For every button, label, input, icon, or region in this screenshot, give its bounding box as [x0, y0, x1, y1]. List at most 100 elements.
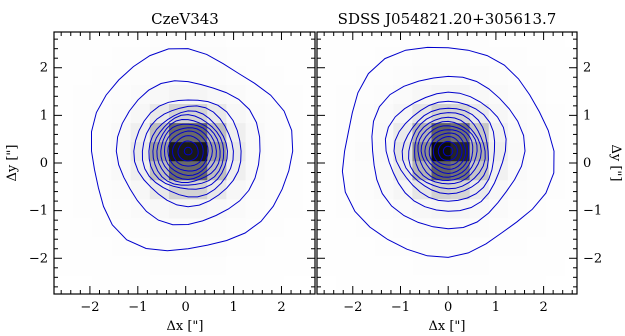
- heatmap-pixel: [207, 255, 228, 276]
- contour-line: [177, 140, 199, 162]
- heatmap-pixel: [526, 274, 547, 295]
- heatmap-pixel: [245, 65, 266, 85]
- heatmap-pixel: [264, 160, 285, 181]
- heatmap-pixel: [526, 255, 547, 276]
- x-tick-label: 1: [229, 300, 237, 315]
- y-tick-label: 1: [583, 108, 591, 123]
- heatmap-pixel: [431, 46, 452, 66]
- heatmap-pixel: [450, 198, 471, 219]
- heatmap-pixel: [469, 198, 490, 219]
- heatmap-pixel: [226, 65, 247, 85]
- heatmap-pixel: [393, 122, 414, 143]
- y-tick-label: −1: [583, 204, 602, 219]
- heatmap-pixel: [111, 198, 132, 219]
- left-x-axis-label: Δx ["]: [167, 319, 204, 334]
- heatmap-pixel: [149, 274, 170, 295]
- heatmap-pixel: [355, 65, 375, 85]
- heatmap-pixel: [149, 32, 170, 47]
- heatmap-pixel: [283, 236, 304, 257]
- heatmap-pixel: [565, 236, 578, 257]
- heatmap-pixel: [264, 84, 285, 105]
- heatmap-pixel: [336, 141, 356, 162]
- heatmap-pixel: [73, 160, 93, 181]
- heatmap-pixel: [431, 236, 452, 257]
- heatmap-pixel: [507, 46, 528, 66]
- heatmap-pixel: [130, 65, 151, 85]
- heatmap-pixel: [207, 46, 228, 66]
- heatmap-pixel: [355, 236, 375, 257]
- heatmap-pixel: [374, 217, 394, 238]
- heatmap-pixel: [73, 198, 93, 219]
- heatmap-pixel: [545, 179, 566, 200]
- heatmap-pixel: [374, 274, 394, 295]
- heatmap-pixel: [73, 32, 93, 47]
- y-tick-label: 1: [40, 108, 48, 123]
- heatmap-pixel: [303, 198, 316, 219]
- heatmap-pixel: [431, 274, 452, 295]
- heatmap-pixel: [92, 103, 113, 124]
- heatmap-pixel: [303, 46, 316, 66]
- heatmap-pixel: [488, 255, 509, 276]
- heatmap-pixel: [507, 236, 528, 257]
- contour-line: [437, 140, 458, 161]
- heatmap-pixel: [317, 236, 337, 257]
- contour-line: [432, 135, 463, 166]
- heatmap-pixel: [111, 65, 132, 85]
- heatmap-pixel: [526, 65, 547, 85]
- heatmap-pixel: [526, 122, 547, 143]
- heatmap-pixel: [303, 255, 316, 276]
- heatmap-pixel: [264, 198, 285, 219]
- heatmap-pixel: [317, 46, 337, 66]
- heatmap-pixel: [545, 65, 566, 85]
- heatmap-pixel: [336, 122, 356, 143]
- heatmap-pixel: [526, 236, 547, 257]
- heatmap-pixel: [207, 198, 228, 219]
- right-contours: [341, 46, 555, 258]
- contour-line: [141, 105, 234, 198]
- heatmap-pixel: [264, 46, 285, 66]
- heatmap-pixel: [374, 255, 394, 276]
- heatmap-pixel: [507, 32, 528, 47]
- heatmap-pixel: [412, 217, 433, 238]
- heatmap-pixel: [54, 46, 74, 66]
- heatmap-pixel: [283, 274, 304, 295]
- heatmap-pixel: [168, 65, 189, 85]
- heatmap-pixel: [488, 179, 509, 200]
- y-tick-label: 0: [40, 156, 48, 171]
- y-tick-label: 0: [583, 156, 591, 171]
- heatmap-pixel: [374, 122, 394, 143]
- contour-line: [152, 114, 225, 186]
- heatmap-pixel: [526, 179, 547, 200]
- heatmap-pixel: [303, 141, 316, 162]
- heatmap-pixel: [355, 274, 375, 295]
- heatmap-pixel: [188, 46, 208, 66]
- heatmap-pixel: [264, 65, 285, 85]
- right-ticks: −2 −1 0 1 2 −2 −1 0 1 2: [317, 32, 602, 315]
- heatmap-pixel: [507, 217, 528, 238]
- heatmap-pixel: [488, 217, 509, 238]
- y-tick-label: −2: [29, 251, 48, 266]
- heatmap-pixel: [283, 217, 304, 238]
- heatmap-pixel: [469, 255, 490, 276]
- heatmap-pixel: [526, 46, 547, 66]
- heatmap-pixel: [545, 236, 566, 257]
- heatmap-pixel: [317, 84, 337, 105]
- contour-line: [408, 112, 486, 190]
- heatmap-pixel: [393, 255, 414, 276]
- heatmap-pixel: [111, 32, 132, 47]
- heatmap-pixel: [374, 141, 394, 162]
- heatmap-pixel: [226, 84, 247, 105]
- heatmap-pixel: [488, 103, 509, 124]
- heatmap-pixel: [226, 217, 247, 238]
- heatmap-pixel: [507, 179, 528, 200]
- heatmap-pixel: [283, 160, 304, 181]
- heatmap-pixel: [207, 32, 228, 47]
- heatmap-pixel: [92, 160, 113, 181]
- heatmap-pixel: [336, 255, 356, 276]
- x-tick-label: −1: [391, 300, 410, 315]
- heatmap-pixel: [283, 32, 304, 47]
- heatmap-pixel: [149, 179, 170, 200]
- right-heatmap: [317, 32, 578, 295]
- heatmap-pixel: [92, 217, 113, 238]
- contour-line: [183, 146, 193, 156]
